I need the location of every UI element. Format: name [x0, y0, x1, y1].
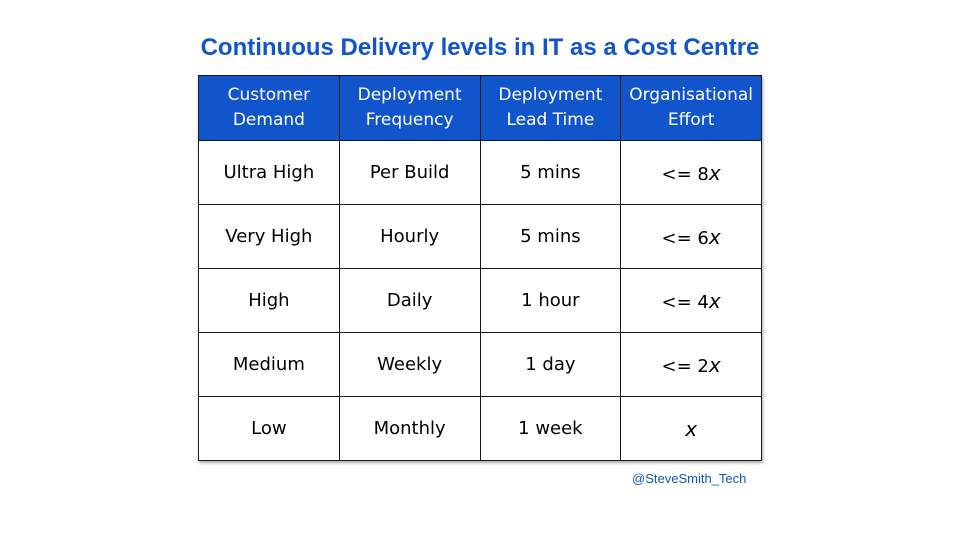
cell-frequency: Monthly [338, 396, 481, 461]
cell-demand: High [198, 268, 340, 333]
cell-effort: <= 2x [620, 332, 762, 397]
header-line: Effort [667, 110, 715, 130]
cell-demand: Low [198, 396, 340, 461]
effort-unit: x [708, 160, 721, 185]
cell-lead-time: 1 day [479, 332, 622, 397]
cell-lead-time: 5 mins [479, 204, 622, 269]
header-deployment-lead-time: Deployment Lead Time [479, 75, 622, 141]
header-deployment-frequency: Deployment Frequency [338, 75, 481, 141]
table-header-row: Customer Demand Deployment Frequency Deplo… [198, 75, 762, 141]
effort-value: <= 8 [661, 163, 709, 185]
page-title: Continuous Delivery levels in IT as a Co… [200, 34, 760, 61]
table-row: Medium Weekly 1 day <= 2x [198, 332, 762, 397]
cell-effort: <= 4x [620, 268, 762, 333]
cell-lead-time: 1 week [479, 396, 622, 461]
header-line: Organisational [629, 85, 753, 105]
cell-lead-time: 1 hour [479, 268, 622, 333]
header-line: Lead Time [506, 110, 595, 130]
cell-frequency: Weekly [338, 332, 481, 397]
levels-table: Customer Demand Deployment Frequency Deplo… [198, 75, 762, 461]
table-row: Very High Hourly 5 mins <= 6x [198, 204, 762, 269]
cell-demand: Medium [198, 332, 340, 397]
levels-table-container: Customer Demand Deployment Frequency Deplo… [198, 75, 762, 461]
author-credit: @SteveSmith_Tech [632, 471, 747, 486]
table-row: High Daily 1 hour <= 4x [198, 268, 762, 333]
cell-effort: <= 8x [620, 140, 762, 205]
table-row: Ultra High Per Build 5 mins <= 8x [198, 140, 762, 205]
effort-value: <= 6 [661, 227, 709, 249]
cell-effort: x [620, 396, 762, 461]
effort-unit: x [708, 288, 721, 313]
effort-unit: x [708, 224, 721, 249]
header-line: Deployment [357, 85, 462, 105]
cell-effort: <= 6x [620, 204, 762, 269]
cell-lead-time: 5 mins [479, 140, 622, 205]
cell-frequency: Per Build [338, 140, 481, 205]
effort-unit: x [708, 352, 721, 377]
table-row: Low Monthly 1 week x [198, 396, 762, 461]
header-line: Customer [227, 85, 311, 105]
cell-demand: Very High [198, 204, 340, 269]
effort-value: <= 2 [661, 355, 709, 377]
header-line: Demand [232, 110, 305, 130]
cell-demand: Ultra High [198, 140, 340, 205]
header-line: Deployment [498, 85, 603, 105]
header-customer-demand: Customer Demand [198, 75, 340, 141]
effort-unit: x [685, 416, 698, 441]
effort-value: <= 4 [661, 291, 709, 313]
header-organisational-effort: Organisational Effort [620, 75, 762, 141]
cell-frequency: Hourly [338, 204, 481, 269]
cell-frequency: Daily [338, 268, 481, 333]
header-line: Frequency [365, 110, 454, 130]
